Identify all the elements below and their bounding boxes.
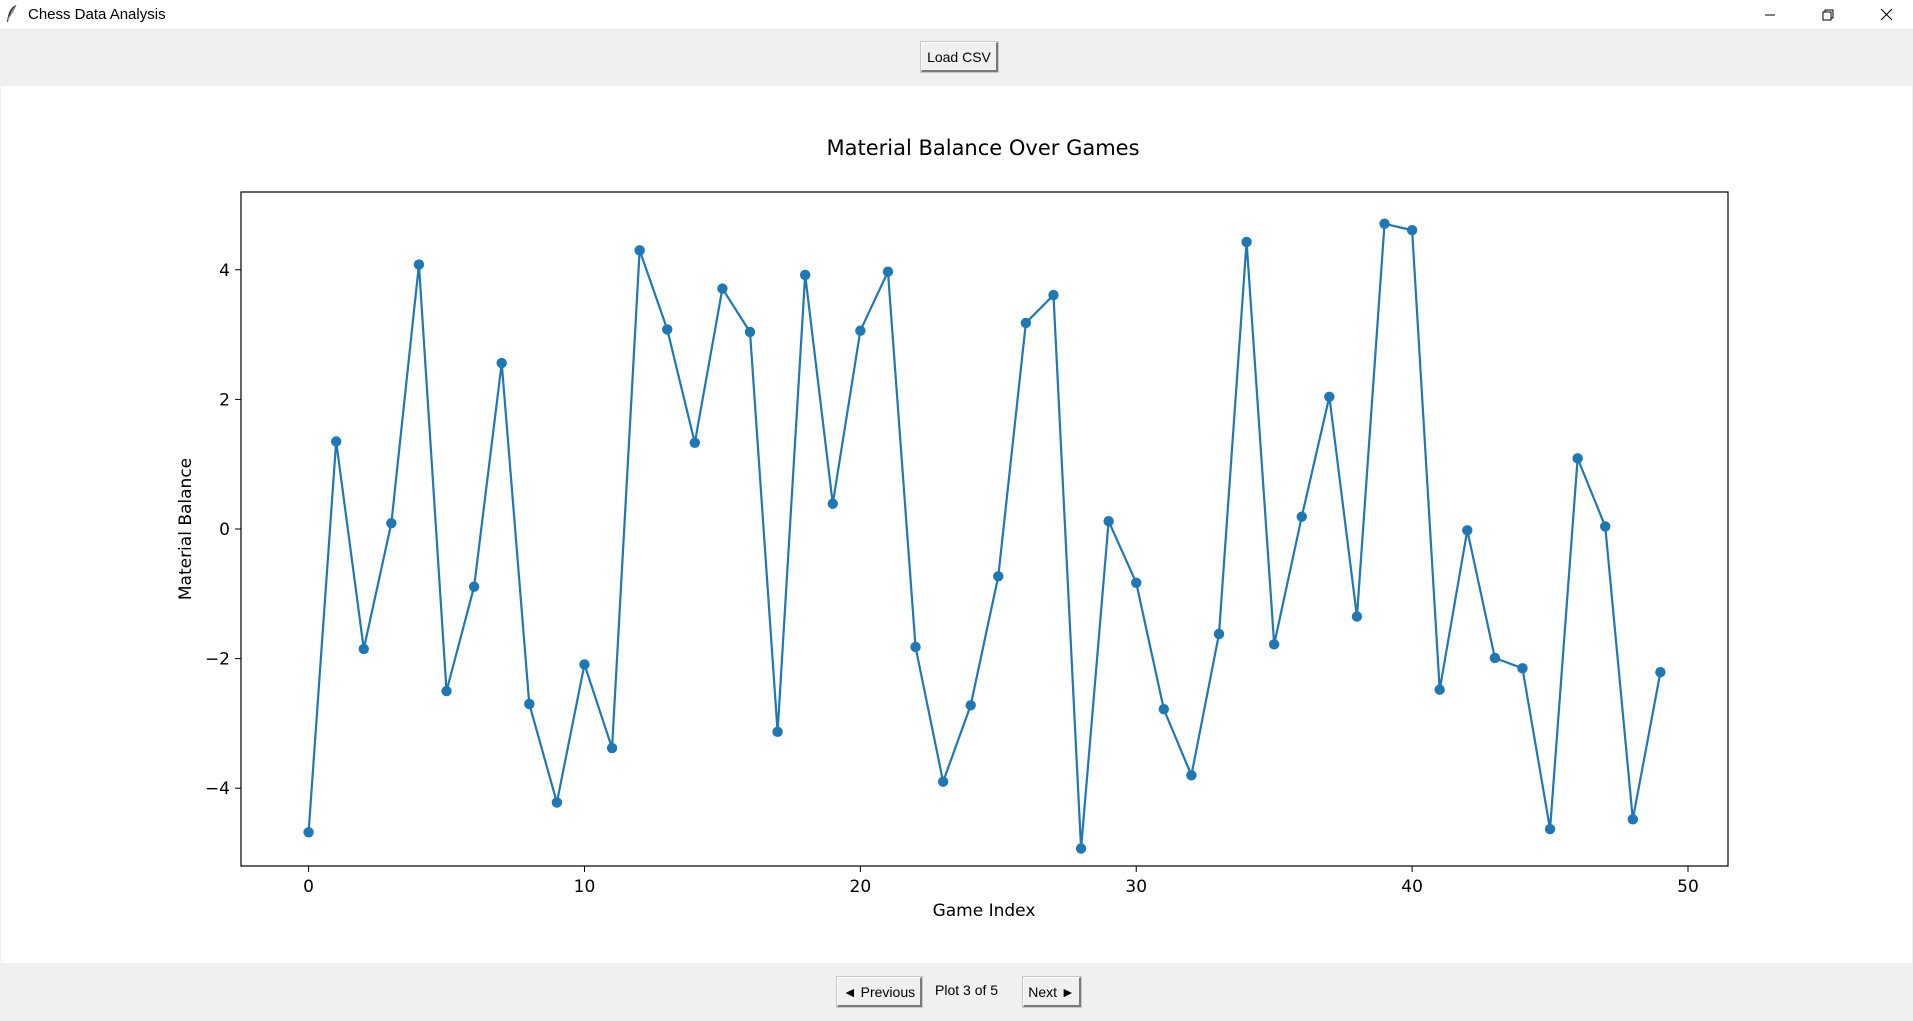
data-point (1158, 703, 1170, 715)
data-point (551, 797, 563, 808)
data-point (1600, 521, 1611, 532)
data-point (799, 269, 811, 281)
title-bar: Chess Data Analysis (0, 0, 1913, 30)
plot-counter: Plot 3 of 5 (935, 982, 999, 998)
data-point (634, 245, 645, 256)
data-point (1268, 639, 1280, 650)
minimize-icon (1765, 14, 1775, 15)
x-tick-label: 20 (850, 877, 872, 897)
data-point (330, 436, 342, 447)
data-point (772, 726, 783, 738)
next-button[interactable]: Next ► (1022, 976, 1082, 1008)
close-button[interactable] (1858, 0, 1913, 29)
data-point (1213, 628, 1225, 640)
x-tick-label: 30 (1125, 877, 1147, 897)
data-point (468, 581, 480, 592)
y-tick-label: 2 (219, 390, 230, 410)
line-chart: Material Balance Over Games 0 10 20 30 40 50−… (176, 136, 1729, 921)
series-line (307, 222, 1662, 850)
data-point (717, 283, 728, 294)
y-tick-label: −4 (205, 779, 230, 799)
navigation-bar: ◄ Previous Next ► (0, 963, 1913, 1021)
data-point (386, 517, 397, 529)
x-axis-label: Game Index (933, 901, 1036, 921)
data-point (910, 641, 921, 653)
data-point (1379, 218, 1390, 229)
data-point (937, 776, 949, 787)
y-tick-label: 4 (219, 261, 230, 281)
data-point (1655, 667, 1666, 678)
data-point (524, 698, 535, 710)
data-points-group (303, 218, 1666, 854)
minimize-button[interactable] (1742, 0, 1798, 29)
feather-icon (7, 4, 17, 22)
close-icon (1880, 8, 1892, 21)
data-point (882, 266, 894, 277)
window-title: Chess Data Analysis (28, 6, 166, 23)
data-point (579, 659, 590, 670)
series-line-group (307, 222, 1662, 850)
data-point (303, 827, 314, 838)
y-axis-label: Material Balance (176, 458, 196, 600)
data-point (855, 325, 866, 336)
data-point (1351, 611, 1363, 622)
x-tick-label: 10 (574, 877, 596, 897)
data-point (606, 742, 618, 754)
plot-canvas: Material Balance Over Games 0 10 20 30 40 50−… (1, 86, 1912, 963)
data-point (1462, 525, 1473, 536)
data-point (965, 700, 976, 711)
data-point (1186, 770, 1197, 781)
data-point (1627, 814, 1639, 825)
data-point (413, 259, 425, 270)
data-point (1517, 663, 1528, 674)
data-point (1324, 391, 1335, 402)
x-tick-label: 40 (1401, 877, 1423, 897)
chart-title: Material Balance Over Games (826, 136, 1139, 160)
data-point (1296, 511, 1307, 522)
data-point (441, 685, 452, 697)
y-tick-label: 0 (219, 520, 230, 540)
y-tick-label: −2 (205, 650, 230, 670)
data-point (496, 357, 507, 369)
data-point (744, 326, 756, 338)
data-point (993, 571, 1004, 582)
x-tick-label: 0 (303, 877, 314, 897)
data-point (358, 643, 369, 655)
axis-ticks: 0 10 20 30 40 50 −4 −2 0 2 4 (205, 261, 1699, 897)
data-point (1544, 823, 1556, 835)
restore-button[interactable] (1800, 0, 1856, 29)
previous-button[interactable]: ◄ Previous (836, 976, 923, 1008)
data-point (1020, 317, 1032, 329)
data-point (1075, 843, 1087, 854)
plot-frame (240, 191, 1729, 867)
data-point (1406, 225, 1418, 236)
data-point (1489, 652, 1501, 664)
x-tick-label: 50 (1677, 877, 1699, 897)
data-point (1241, 236, 1252, 248)
data-point (689, 437, 701, 449)
toolbar: Load CSV (0, 30, 1913, 86)
data-point (1434, 684, 1445, 695)
data-point (827, 498, 838, 509)
load-csv-button[interactable]: Load CSV (920, 41, 999, 73)
data-point (662, 324, 673, 335)
data-point (1131, 577, 1142, 588)
data-point (1048, 289, 1059, 301)
data-point (1572, 453, 1583, 464)
data-point (1103, 516, 1114, 527)
restore-icon (1822, 9, 1834, 20)
